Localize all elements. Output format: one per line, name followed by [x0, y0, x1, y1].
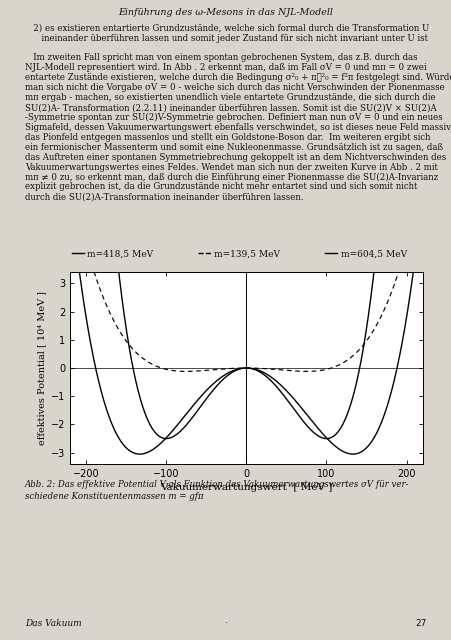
Text: NJL-Modell representiert wird. In Abb . 2 erkennt man, daß im Fall σV = 0 und mπ: NJL-Modell representiert wird. In Abb . … [25, 63, 426, 72]
Text: entartete Zustände existieren, welche durch die Bedingung σ²₀ + π⃗²₀ = f²π festg: entartete Zustände existieren, welche du… [25, 73, 451, 83]
Text: SU(2)A- Transformation (2.2.11) ineinander überführen lassen. Somit ist die SU(2: SU(2)A- Transformation (2.2.11) ineinand… [25, 103, 436, 112]
X-axis label: Vakuumerwartungswert  [ MeV ]: Vakuumerwartungswert [ MeV ] [160, 483, 332, 492]
Y-axis label: effektives Potential [ 10⁴ MeV ]: effektives Potential [ 10⁴ MeV ] [37, 291, 46, 445]
Text: Das Vakuum: Das Vakuum [25, 620, 81, 628]
Text: mπ ergab - machen, so existierten unendlich viele entartete Grundzustände, die s: mπ ergab - machen, so existierten unendl… [25, 93, 434, 102]
Text: mπ ≠ 0 zu, so erkennt man, daß durch die Einführung einer Pionenmasse die SU(2)A: mπ ≠ 0 zu, so erkennt man, daß durch die… [25, 172, 437, 182]
Text: m=604,5 MeV: m=604,5 MeV [340, 250, 406, 259]
Text: m=139,5 MeV: m=139,5 MeV [214, 250, 280, 259]
Text: Einführung des ω-Mesons in das NJL-Modell: Einführung des ω-Mesons in das NJL-Model… [118, 8, 333, 17]
Text: ineinander überführen lassen und somit jeder Zustand für sich nicht invariant un: ineinander überführen lassen und somit j… [25, 33, 427, 43]
Text: m=418,5 MeV: m=418,5 MeV [87, 250, 153, 259]
Text: durch die SU(2)A-Transformation ineinander überführen lassen.: durch die SU(2)A-Transformation ineinand… [25, 192, 303, 202]
Text: explizit gebrochen ist, da die Grundzustände nicht mehr entartet sind und sich s: explizit gebrochen ist, da die Grundzust… [25, 182, 416, 191]
Text: -Symmetrie spontan zur SU(2)V-Symmetrie gebrochen. Definiert man nun σV = 0 und : -Symmetrie spontan zur SU(2)V-Symmetrie … [25, 113, 442, 122]
Text: 27: 27 [415, 620, 426, 628]
Text: man sich nicht die Vorgabe σV = 0 - welche sich durch das nicht Verschwinden der: man sich nicht die Vorgabe σV = 0 - welc… [25, 83, 444, 92]
Text: das Pionfeld entgegen massenlos und stellt ein Goldstone-Boson dar.  Im weiteren: das Pionfeld entgegen massenlos und stel… [25, 133, 429, 142]
Text: ·: · [224, 620, 227, 628]
Text: das Auftreten einer spontanen Symmetriebrechung gekoppelt ist an dem Nichtversch: das Auftreten einer spontanen Symmetrieb… [25, 153, 445, 162]
Text: Im zweiten Fall spricht man von einem spontan gebrochenen System, das z.B. durch: Im zweiten Fall spricht man von einem sp… [25, 54, 417, 63]
Text: 2) es existieren entartierte Grundzustände, welche sich formal durch die Transfo: 2) es existieren entartierte Grundzustän… [25, 24, 428, 33]
Text: ein fermionischer Massenterm und somit eine Nukleonenmasse. Grundsätzlich ist zu: ein fermionischer Massenterm und somit e… [25, 143, 442, 152]
Text: Abb. 2: Das effektive Potential V als Funktion des Vakuumerwartungswertes σV für: Abb. 2: Das effektive Potential V als Fu… [25, 480, 409, 501]
Text: Sigmafeld, dessen Vakuumerwartungswert ebenfalls verschwindet, so ist dieses neu: Sigmafeld, dessen Vakuumerwartungswert e… [25, 123, 451, 132]
Text: Vakuumerwartungswertes eines Feldes. Wendet man sich nun der zweiten Kurve in Ab: Vakuumerwartungswertes eines Feldes. Wen… [25, 163, 437, 172]
